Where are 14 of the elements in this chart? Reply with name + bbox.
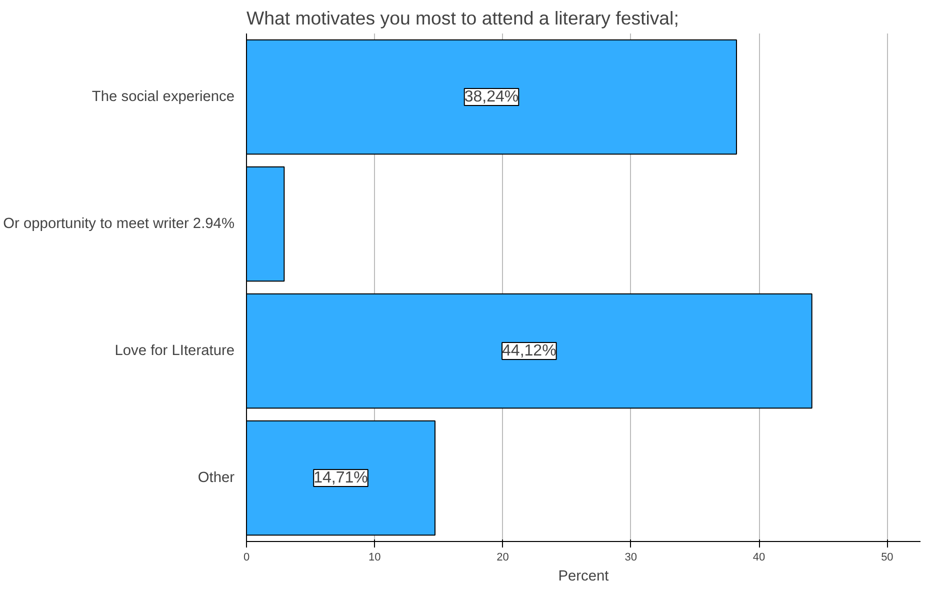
data-label: 38,24%: [464, 88, 519, 106]
x-tick-label: 0: [243, 552, 250, 564]
x-tick-label: 50: [881, 552, 894, 564]
x-tick-label: 10: [368, 552, 381, 564]
data-label: 14,71%: [314, 470, 368, 486]
x-tick-label: 40: [752, 552, 766, 564]
y-tick-label: The social experience: [92, 89, 235, 105]
y-tick-label: Other: [198, 470, 235, 486]
chart-title: What motivates you most to attend a literary festival;: [246, 8, 679, 28]
x-tick-label: 20: [496, 552, 509, 564]
x-axis-title: Percent: [558, 568, 609, 584]
x-tick-label: 30: [624, 552, 638, 564]
y-tick-label: Love for LIterature: [114, 343, 235, 359]
y-tick-label: Or opportunity to meet writer 2.94%: [3, 216, 235, 232]
